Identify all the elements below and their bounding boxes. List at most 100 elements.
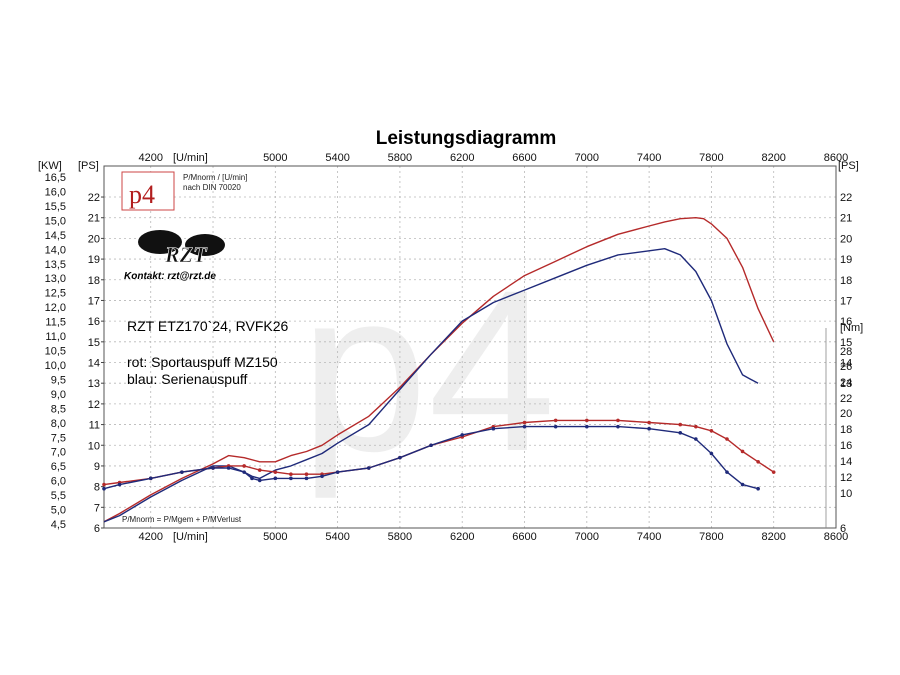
ps-tick-label: 8 xyxy=(94,482,100,494)
plot-frame xyxy=(103,165,837,529)
x-axis-top: 4200 5000 5400 5800 6200 6600 7000 7400 7800 8200… xyxy=(138,152,848,164)
nm-tick-label: 16 xyxy=(840,440,852,452)
rzt-logo: RZT xyxy=(138,230,225,267)
kw-tick-label: 12,5 xyxy=(45,288,66,300)
ps-right-tick-label: 13 xyxy=(840,378,852,390)
kw-tick-label: 13,0 xyxy=(45,273,66,285)
series-line-blau-power xyxy=(103,247,759,523)
ps-tick-label: 15 xyxy=(88,337,100,349)
x-tick-label-bottom: 6600 xyxy=(512,531,536,543)
data-point-blau xyxy=(289,476,293,481)
nm-right-unit-label: [Nm] xyxy=(840,322,863,334)
data-point-blau xyxy=(257,478,262,483)
x-tick-label-top: 7800 xyxy=(699,152,723,164)
annotation-blue: blau: Serienauspuff xyxy=(127,371,247,387)
data-point-blau xyxy=(740,482,745,487)
x-tick-label-bottom: 5000 xyxy=(263,531,287,543)
logo-subtitle: P/Mnorm / [U/min] xyxy=(183,173,247,182)
x-unit-label-top: [U/min] xyxy=(173,152,208,164)
ps-tick-label: 10 xyxy=(88,440,100,452)
x-unit-label-bottom: [U/min] xyxy=(173,531,208,543)
kw-tick-label: 11,5 xyxy=(45,317,66,329)
ps-tick-label: 13 xyxy=(88,378,100,390)
x-tick-label-top: 4200 xyxy=(138,152,162,164)
data-point-rot xyxy=(647,420,651,425)
ps-tick-label: 19 xyxy=(88,254,100,266)
x-tick-label-bottom: 5800 xyxy=(388,531,412,543)
ps-tick-label: 6 xyxy=(94,523,100,535)
ps-tick-label: 7 xyxy=(94,502,100,514)
data-point-rot xyxy=(553,418,558,423)
data-point-blau xyxy=(616,424,620,429)
data-point-rot xyxy=(273,470,278,474)
nm-tick-label: 22 xyxy=(840,393,852,405)
data-point-blau xyxy=(180,470,184,474)
p4-logo: p4 xyxy=(121,171,175,211)
data-point-rot xyxy=(616,418,620,423)
kw-tick-label: 13,5 xyxy=(45,259,66,271)
ps-right-tick-label: 21 xyxy=(840,213,852,225)
ps-tick-label: 20 xyxy=(88,233,100,245)
formula-text: P/Mnorm = P/Mgem + P/MVerlust xyxy=(122,515,242,524)
contact-text: Kontakt: rzt@rzt.de xyxy=(124,271,216,282)
kw-tick-label: 8,5 xyxy=(51,403,66,415)
ps-axis-left: 6 7 8 9 10 11 12 13 14 15 16 17 18 19 20 21 22 xyxy=(88,192,104,535)
kw-tick-label: 14,5 xyxy=(45,230,66,242)
ps-tick-label: 14 xyxy=(88,358,100,370)
x-tick-label-top: 5400 xyxy=(325,152,349,164)
ps-tick-label: 9 xyxy=(94,461,100,473)
nm-tick-label: 12 xyxy=(840,472,852,484)
kw-tick-label: 15,5 xyxy=(45,201,66,213)
x-tick-label-bottom: 5400 xyxy=(325,531,349,543)
data-point-blau xyxy=(366,466,371,470)
data-point-rot xyxy=(585,418,589,423)
data-point-rot xyxy=(756,460,760,464)
x-tick-label-top: 5800 xyxy=(388,152,412,164)
logo-subtitle-2: nach DIN 70020 xyxy=(183,183,241,192)
nm-tick-label: 18 xyxy=(840,424,852,436)
ps-tick-label: 22 xyxy=(88,192,100,204)
kw-tick-label: 10,5 xyxy=(45,346,66,358)
x-tick-label-bottom: 8600 xyxy=(824,531,848,543)
ps-right-tick-label: 16 xyxy=(840,316,852,328)
ps-right-tick-label: 18 xyxy=(840,275,852,287)
ps-unit-label: [PS] xyxy=(78,160,99,172)
p4-logo-text: p4 xyxy=(129,180,155,209)
kw-tick-label: 9,0 xyxy=(51,389,66,401)
data-point-blau xyxy=(553,424,558,429)
data-point-blau xyxy=(226,466,231,470)
data-point-blau xyxy=(242,470,246,474)
data-point-blau xyxy=(647,426,651,431)
data-point-blau xyxy=(522,424,527,429)
data-point-blau xyxy=(694,437,698,441)
data-point-rot xyxy=(709,428,714,433)
annotation-red: rot: Sportauspuff MZ150 xyxy=(127,354,278,370)
data-point-blau xyxy=(756,486,760,491)
x-tick-label-bottom: 4200 xyxy=(138,531,162,543)
data-point-blau xyxy=(211,466,215,470)
data-point-rot xyxy=(725,437,729,441)
series-group xyxy=(102,216,776,523)
data-point-blau xyxy=(585,424,589,429)
data-point-rot xyxy=(242,464,246,468)
x-tick-label-bottom: 7000 xyxy=(575,531,599,543)
data-point-rot xyxy=(694,424,698,429)
kw-tick-label: 6,0 xyxy=(51,476,66,488)
ps-tick-label: 16 xyxy=(88,316,100,328)
nm-axis-right: 6 10 12 14 16 18 20 22 24 26 28 xyxy=(825,328,852,535)
nm-tick-label: 26 xyxy=(840,361,852,373)
ps-tick-label: 12 xyxy=(88,399,100,411)
nm-tick-label: 14 xyxy=(840,456,852,468)
data-point-blau xyxy=(117,482,122,487)
kw-tick-label: 10,0 xyxy=(45,360,66,372)
annotation-model: RZT ETZ170`24, RVFK26 xyxy=(127,318,289,334)
kw-unit-label: [KW] xyxy=(38,160,62,172)
series-line-rot-power xyxy=(103,216,775,523)
ps-right-tick-label: 22 xyxy=(840,192,852,204)
data-point-blau xyxy=(304,476,309,481)
data-point-blau xyxy=(148,476,153,481)
ps-tick-label: 17 xyxy=(88,295,100,307)
ps-right-unit-label: [PS] xyxy=(838,160,859,172)
data-point-blau xyxy=(725,470,729,474)
kw-tick-label: 15,0 xyxy=(45,215,66,227)
